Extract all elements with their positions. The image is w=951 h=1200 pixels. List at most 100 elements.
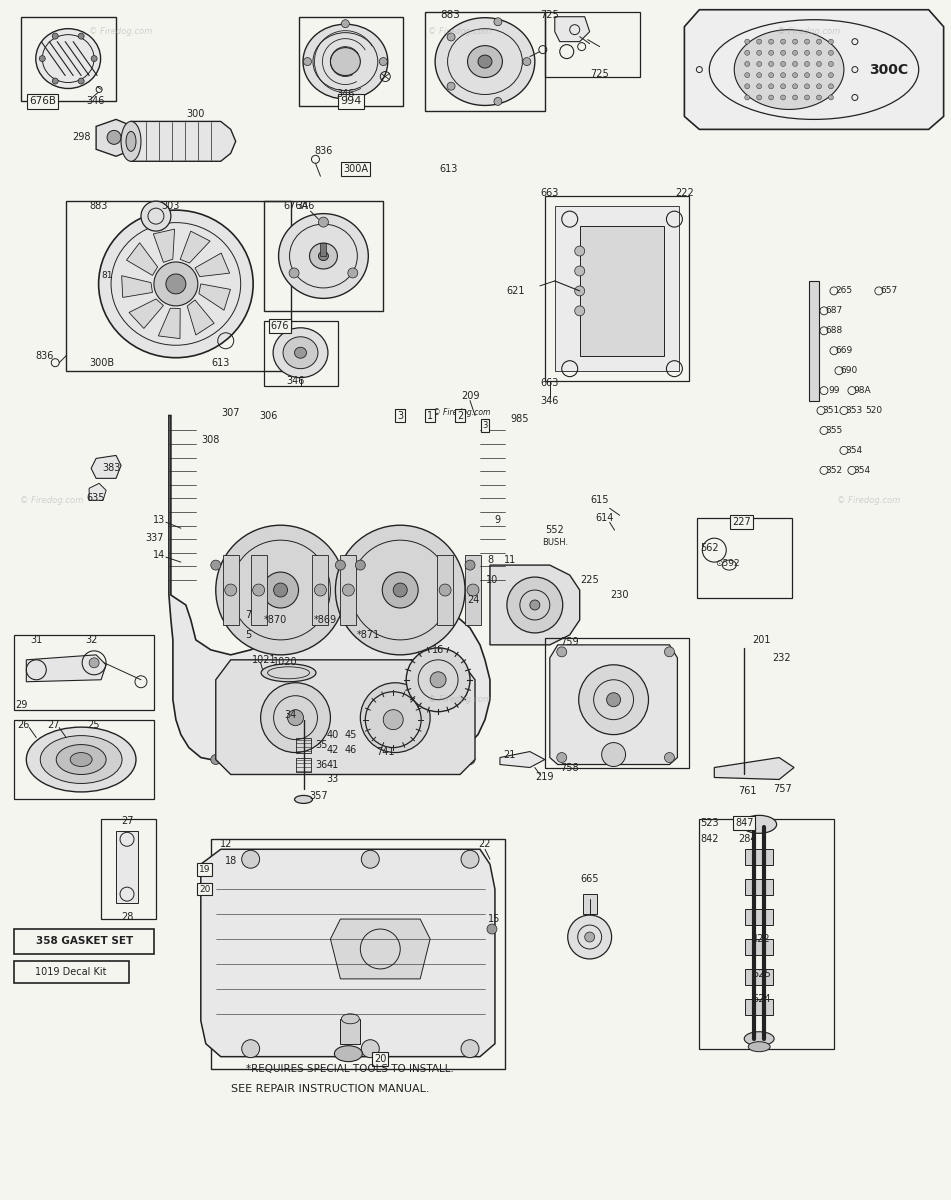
Circle shape [165,274,185,294]
Circle shape [447,32,456,41]
Circle shape [745,84,749,89]
Text: 15: 15 [488,914,500,924]
Circle shape [792,95,798,100]
Bar [583,894,596,914]
Text: 758: 758 [560,762,579,773]
Text: 45: 45 [344,730,357,739]
Text: 346: 346 [87,96,105,107]
Text: 523: 523 [700,818,719,828]
Text: 24: 24 [467,595,479,605]
Circle shape [781,95,786,100]
Circle shape [792,50,798,55]
Bar [320,244,326,256]
Ellipse shape [40,736,122,784]
Text: 725: 725 [540,10,558,19]
Bar [251,556,266,625]
Text: © Firedog.com: © Firedog.com [428,28,492,36]
Polygon shape [91,456,121,479]
Text: 1020: 1020 [273,656,298,667]
Circle shape [817,84,822,89]
Circle shape [465,755,475,764]
Text: 18: 18 [224,857,237,866]
Circle shape [745,73,749,78]
Bar [545,638,689,768]
Circle shape [315,584,326,596]
Text: 354: 354 [853,466,870,475]
Bar [299,17,403,107]
Text: 669: 669 [835,347,852,355]
Circle shape [361,1039,379,1057]
Circle shape [768,84,773,89]
Polygon shape [490,565,580,644]
Circle shape [465,560,475,570]
Bar [296,757,312,773]
Circle shape [757,95,762,100]
Ellipse shape [295,796,313,804]
Circle shape [242,851,260,869]
Circle shape [805,84,809,89]
Text: 353: 353 [845,406,863,415]
Circle shape [461,1039,479,1057]
Circle shape [261,683,330,752]
Circle shape [768,95,773,100]
Text: 41: 41 [326,760,339,769]
Circle shape [828,40,833,44]
Text: SEE REPAIR INSTRUCTION MANUAL.: SEE REPAIR INSTRUCTION MANUAL. [231,1084,429,1093]
Polygon shape [500,751,545,768]
Text: 16: 16 [432,644,444,655]
Ellipse shape [56,744,107,774]
Text: 21: 21 [504,750,516,760]
Circle shape [768,50,773,55]
Bar [545,196,689,380]
Text: 19: 19 [199,865,210,874]
Bar [14,720,154,799]
Circle shape [383,709,403,730]
Polygon shape [187,300,214,335]
Circle shape [379,58,387,66]
Circle shape [39,55,46,61]
Text: 298: 298 [72,132,90,143]
Text: 761: 761 [738,786,756,797]
Text: 346: 346 [540,396,559,406]
Text: 227: 227 [732,517,750,527]
Text: 265: 265 [835,287,852,295]
Bar [746,850,773,865]
Polygon shape [195,253,229,277]
Ellipse shape [273,328,328,378]
Bar [116,832,138,904]
Text: 230: 230 [611,590,629,600]
Circle shape [523,58,531,66]
Text: 676: 676 [271,320,289,331]
Circle shape [216,526,345,655]
Text: 358 GASKET SET: 358 GASKET SET [35,936,133,946]
Circle shape [360,683,430,752]
Text: 10: 10 [486,575,498,586]
Circle shape [406,648,470,712]
Text: 306: 306 [260,410,278,420]
Bar [746,998,773,1015]
Polygon shape [89,484,107,500]
Text: 663: 663 [540,378,559,388]
Text: 209: 209 [461,390,479,401]
Text: 20: 20 [374,1054,386,1063]
Circle shape [52,78,58,84]
Bar [340,556,357,625]
Polygon shape [96,120,133,156]
Circle shape [665,647,674,656]
Polygon shape [685,10,943,130]
Text: 9: 9 [495,515,501,526]
Circle shape [487,924,497,934]
Text: 883: 883 [89,202,107,211]
Text: 29: 29 [15,700,28,709]
Text: 883: 883 [440,10,460,19]
Circle shape [52,34,58,40]
Circle shape [461,851,479,869]
Bar [223,556,239,625]
Circle shape [467,584,479,596]
Text: 422: 422 [752,934,770,944]
Polygon shape [159,308,180,338]
Bar [263,202,383,311]
Text: 1: 1 [427,410,434,420]
Text: 7: 7 [245,610,252,620]
Circle shape [262,572,299,608]
